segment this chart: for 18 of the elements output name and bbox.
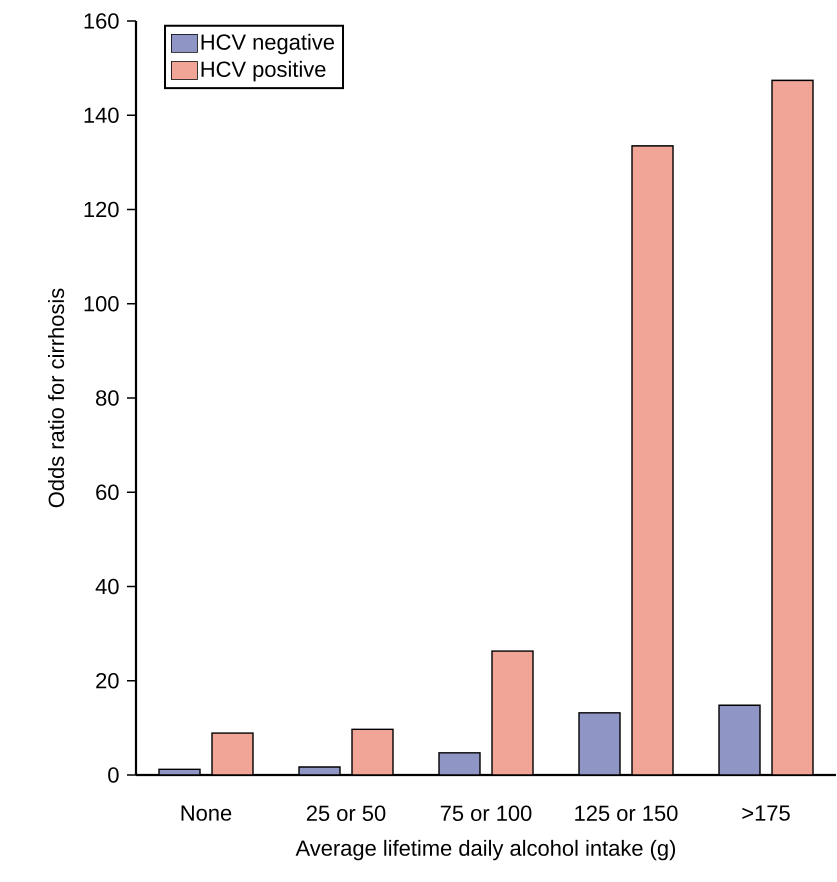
y-tick-label: 120 — [84, 202, 119, 218]
x-tick-label: >175 — [742, 806, 790, 821]
y-tick-label: 160 — [84, 13, 119, 29]
y-tick-label: 20 — [96, 672, 119, 689]
y-tick-label: 40 — [96, 578, 119, 594]
y-axis-title: Odds ratio for cirrhosis — [48, 288, 64, 508]
y-tick-label: 80 — [96, 390, 119, 406]
y-tick-label: 100 — [84, 296, 119, 312]
x-tick-label: None — [182, 806, 232, 821]
y-tick-label: 0 — [108, 767, 119, 783]
legend-label: HCV positive — [202, 60, 326, 82]
x-tick-label: 125 or 150 — [575, 806, 678, 822]
legend-label: HCV negative — [202, 34, 334, 54]
x-tick-label: 25 or 50 — [306, 806, 386, 822]
y-tick-label: 140 — [84, 107, 119, 124]
x-tick-label: 75 or 100 — [440, 806, 532, 822]
x-axis-title: Average lifetime daily alcohol intake (g) — [296, 840, 676, 860]
y-tick-label: 60 — [96, 484, 119, 500]
